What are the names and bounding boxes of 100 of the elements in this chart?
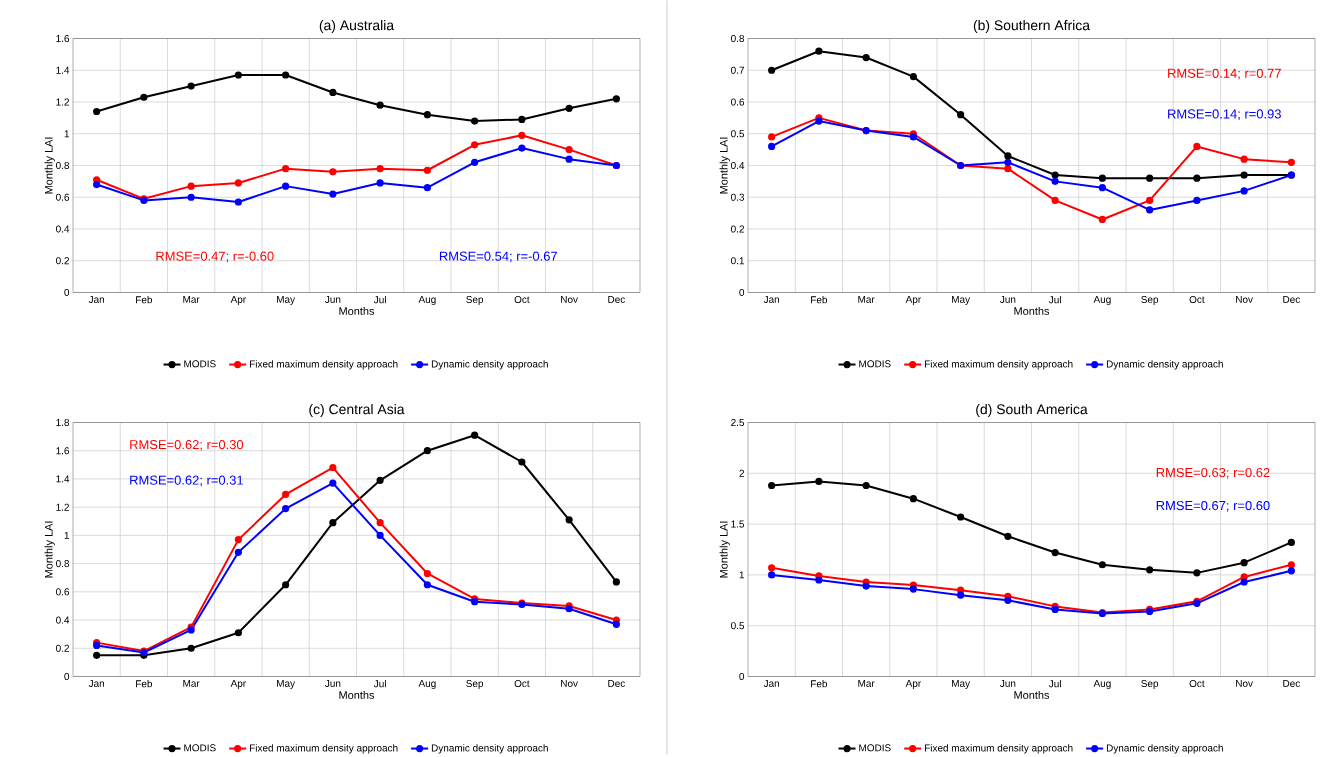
x-tick-label: Jun — [1000, 680, 1016, 688]
legend-label: Fixed maximum density approach — [924, 360, 1073, 370]
y-axis-title: Monthly LAI — [44, 137, 55, 194]
x-tick-label: Apr — [230, 680, 246, 689]
x-tick-label: Aug — [1093, 296, 1111, 305]
legend-label: Fixed maximum density approach — [924, 744, 1073, 754]
y-tick-label: 0.1 — [731, 257, 745, 265]
x-tick-label: Nov — [1236, 296, 1253, 304]
legend-label: Dynamic density approach — [1106, 744, 1223, 754]
y-tick-label: 0.7 — [731, 66, 744, 74]
y-tick-label: 0 — [64, 673, 70, 681]
x-tick-label: Jul — [1048, 680, 1061, 688]
x-tick-label: Jun — [325, 680, 341, 688]
annotation: RMSE=0.62; r=0.30 — [130, 440, 244, 451]
x-tick-label: Jan — [88, 296, 105, 304]
legend-label: Dynamic density approach — [431, 744, 548, 754]
legend-label: MODIS — [184, 360, 216, 368]
x-axis-title: Months — [339, 690, 375, 699]
chart-title: (c) Central Asia — [309, 404, 405, 418]
x-tick-label: Apr — [905, 680, 921, 689]
annotation: RMSE=0.63; r=0.62 — [1156, 468, 1270, 479]
y-tick-label: 0.6 — [56, 588, 70, 596]
x-tick-label: Dec — [1283, 296, 1300, 304]
x-tick-label: Aug — [1093, 680, 1111, 689]
y-tick-label: 0.3 — [731, 193, 745, 201]
y-tick-label: 1.2 — [56, 98, 69, 106]
x-tick-label: Oct — [514, 296, 530, 304]
x-tick-label: Jan — [763, 296, 780, 304]
x-tick-label: Apr — [905, 296, 921, 305]
legend-label: Dynamic density approach — [1106, 360, 1223, 370]
y-tick-label: 0 — [64, 289, 70, 297]
y-tick-label: 0.2 — [731, 225, 744, 233]
x-tick-label: Oct — [1189, 296, 1205, 304]
legend-label: MODIS — [859, 360, 891, 368]
x-tick-label: Jul — [373, 296, 386, 304]
y-tick-label: 0 — [739, 673, 745, 681]
chart-title: (a) Australia — [319, 20, 395, 34]
x-tick-label: Nov — [561, 680, 578, 688]
legend-label: Fixed maximum density approach — [249, 744, 398, 754]
y-tick-label: 0.6 — [731, 98, 745, 106]
y-axis-title: Monthly LAI — [719, 137, 730, 194]
y-tick-label: 0.8 — [56, 162, 70, 170]
y-tick-label: 1.6 — [56, 35, 70, 43]
x-tick-label: Sep — [1141, 680, 1159, 690]
x-tick-label: Dec — [608, 680, 625, 688]
x-tick-label: Sep — [466, 680, 484, 690]
x-tick-label: Aug — [418, 680, 436, 689]
x-tick-label: Mar — [858, 680, 875, 688]
y-tick-label: 2.5 — [731, 419, 745, 427]
x-axis-title: Months — [1014, 690, 1050, 699]
x-tick-label: Sep — [1141, 296, 1159, 306]
x-tick-label: Nov — [561, 296, 578, 304]
y-tick-label: 0.5 — [731, 622, 745, 630]
y-tick-label: 1.2 — [56, 503, 69, 511]
y-tick-label: 1.5 — [731, 520, 745, 528]
x-tick-label: Jul — [1048, 296, 1061, 304]
x-tick-label: Mar — [858, 296, 875, 304]
annotation: RMSE=0.54; r=-0.67 — [439, 251, 557, 263]
y-tick-label: 1.4 — [56, 475, 70, 483]
y-axis-title: Monthly LAI — [44, 521, 55, 578]
chart-title: (b) Southern Africa — [973, 20, 1091, 34]
y-axis-title: Monthly LAI — [719, 521, 730, 578]
x-tick-label: Feb — [136, 296, 153, 304]
x-tick-label: Apr — [230, 296, 246, 305]
y-tick-label: 0.2 — [56, 257, 69, 265]
annotation: RMSE=0.47; r=-0.60 — [156, 251, 274, 263]
x-axis-title: Months — [1014, 306, 1050, 315]
y-tick-label: 1 — [739, 571, 745, 579]
annotation: RMSE=0.67; r=0.60 — [1156, 501, 1270, 512]
x-tick-label: Feb — [136, 680, 153, 688]
y-tick-label: 1 — [64, 130, 70, 138]
y-tick-label: 0.8 — [56, 560, 70, 568]
y-tick-label: 1.6 — [56, 447, 70, 455]
x-tick-label: May — [952, 296, 971, 305]
annotation: RMSE=0.14; r=0.93 — [1168, 109, 1281, 121]
y-tick-label: 0.4 — [56, 616, 70, 624]
x-axis-title: Months — [339, 306, 375, 315]
x-tick-label: Mar — [183, 680, 200, 688]
y-tick-label: 0.4 — [56, 225, 70, 233]
legend-label: Fixed maximum density approach — [249, 360, 398, 370]
x-tick-label: Feb — [811, 296, 828, 304]
y-tick-label: 1.4 — [56, 66, 70, 74]
x-tick-label: Jun — [325, 296, 341, 304]
legend-label: MODIS — [859, 744, 891, 752]
x-tick-label: Aug — [418, 296, 436, 305]
y-tick-label: 0.4 — [731, 162, 745, 170]
x-tick-label: Oct — [1189, 680, 1205, 688]
chart-title: (d) South America — [976, 404, 1088, 418]
x-tick-label: Jan — [88, 680, 105, 688]
x-tick-label: Feb — [811, 680, 828, 688]
x-tick-label: May — [277, 296, 296, 305]
annotation: RMSE=0.62; r=0.31 — [130, 475, 243, 487]
x-tick-label: Mar — [183, 296, 200, 304]
y-tick-label: 2 — [739, 469, 744, 477]
y-tick-label: 0.8 — [731, 35, 745, 43]
x-tick-label: Jan — [763, 680, 780, 688]
y-tick-label: 1.8 — [56, 419, 70, 427]
annotation: RMSE=0.14; r=0.77 — [1168, 68, 1281, 80]
x-tick-label: Nov — [1236, 680, 1253, 688]
y-tick-label: 0.2 — [56, 644, 69, 652]
